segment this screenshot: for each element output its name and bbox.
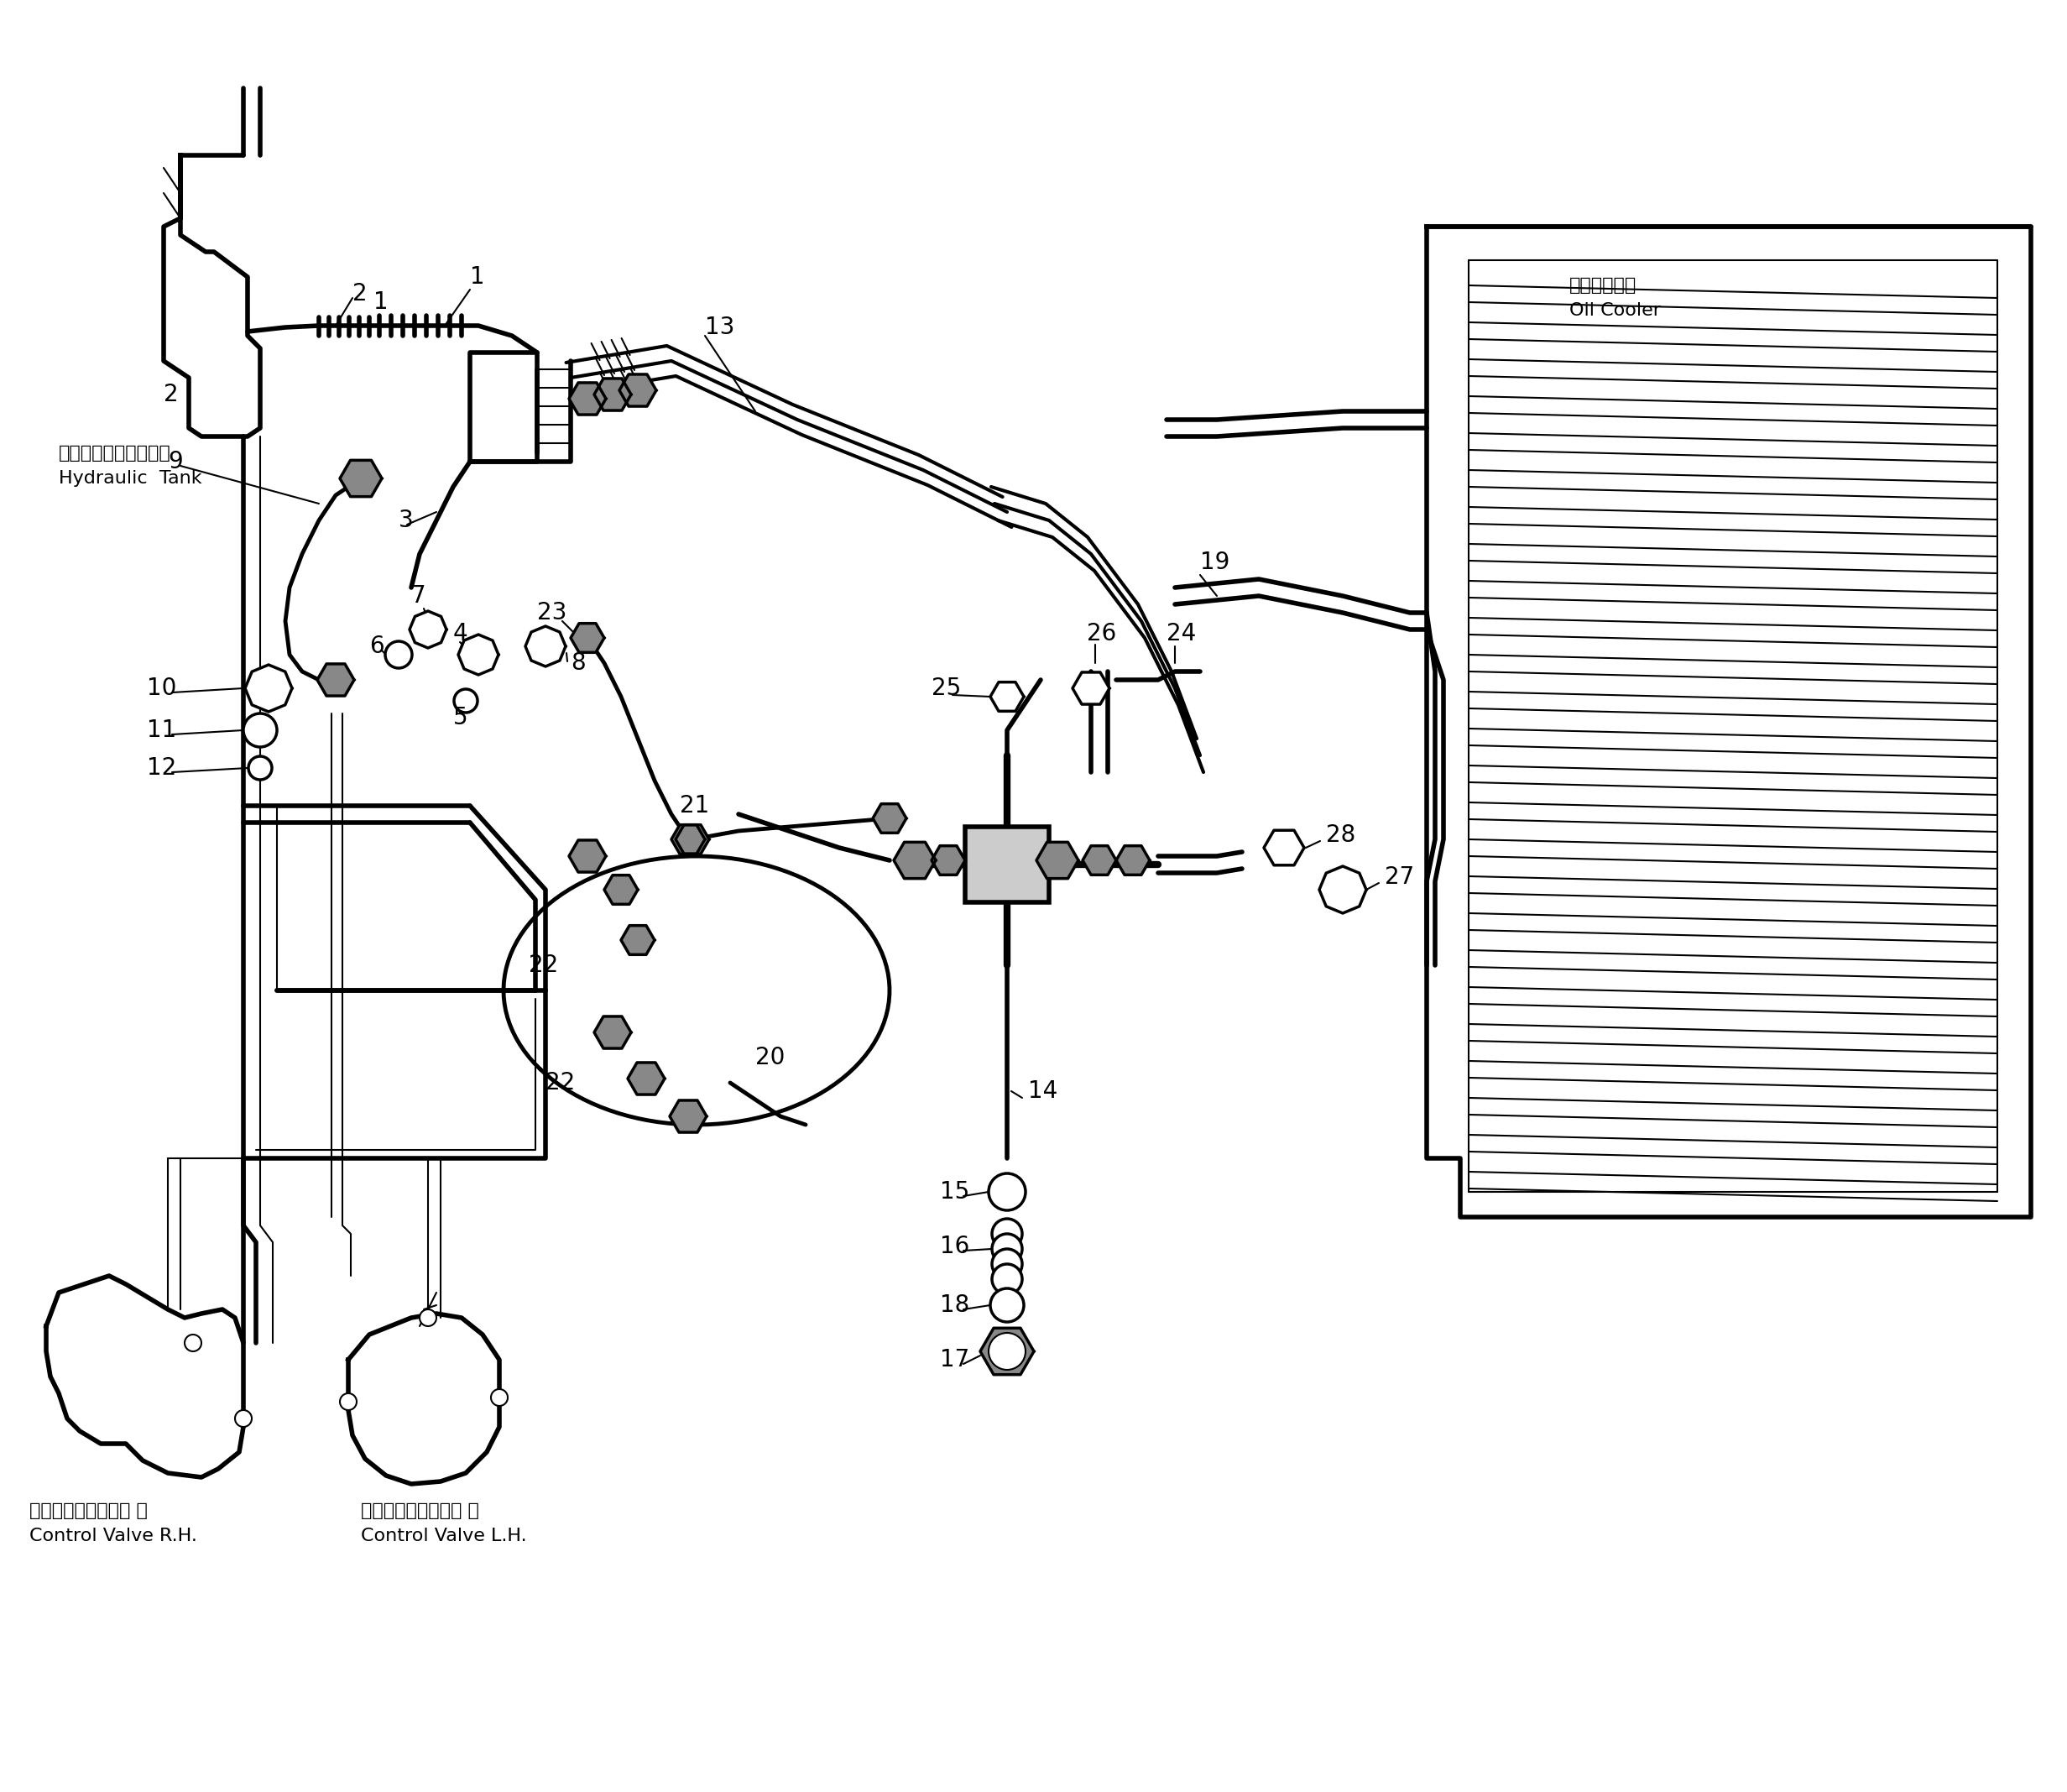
Text: 7: 7 (411, 584, 426, 607)
Polygon shape (593, 378, 630, 410)
Text: 2: 2 (163, 383, 178, 407)
Polygon shape (568, 383, 606, 414)
Circle shape (988, 1333, 1025, 1369)
Polygon shape (570, 624, 604, 652)
Polygon shape (525, 625, 566, 667)
Circle shape (420, 1310, 436, 1326)
Polygon shape (1083, 846, 1116, 874)
Polygon shape (459, 634, 498, 676)
Text: 14: 14 (1027, 1079, 1058, 1102)
Text: コントロールバルブ 右: コントロールバルブ 右 (29, 1502, 147, 1520)
Circle shape (988, 1174, 1025, 1210)
Text: 17: 17 (940, 1348, 969, 1371)
Polygon shape (409, 611, 446, 649)
Polygon shape (670, 1100, 707, 1133)
Polygon shape (1116, 846, 1149, 874)
Polygon shape (1263, 830, 1304, 866)
Text: 28: 28 (1325, 823, 1356, 848)
Text: 12: 12 (147, 756, 176, 780)
Polygon shape (932, 846, 965, 874)
Polygon shape (568, 840, 606, 873)
Circle shape (992, 1235, 1023, 1263)
Polygon shape (339, 461, 382, 496)
Circle shape (248, 756, 273, 780)
Text: 5: 5 (453, 706, 467, 729)
Text: ハイドロリックタンク: ハイドロリックタンク (58, 444, 172, 462)
Circle shape (236, 1410, 252, 1426)
Text: 11: 11 (147, 719, 176, 742)
Text: 26: 26 (1087, 622, 1116, 645)
Circle shape (492, 1389, 508, 1407)
Polygon shape (593, 1016, 630, 1048)
Circle shape (990, 1288, 1023, 1322)
Bar (965, 826, 1050, 903)
Text: 25: 25 (932, 677, 961, 701)
Circle shape (992, 1219, 1023, 1249)
Text: 1: 1 (374, 290, 389, 314)
Text: 23: 23 (537, 600, 566, 624)
Polygon shape (620, 375, 655, 407)
Circle shape (992, 1249, 1023, 1279)
Circle shape (184, 1335, 200, 1351)
Text: 24: 24 (1166, 622, 1197, 645)
Text: Control Valve R.H.: Control Valve R.H. (29, 1527, 196, 1545)
Polygon shape (604, 874, 639, 905)
Text: オイルクーラ: オイルクーラ (1569, 278, 1637, 294)
Text: 9: 9 (167, 450, 182, 473)
Polygon shape (316, 663, 353, 695)
Polygon shape (990, 683, 1023, 711)
Text: 13: 13 (705, 315, 734, 339)
Polygon shape (980, 1328, 1034, 1374)
Text: 3: 3 (399, 509, 413, 532)
Polygon shape (676, 824, 709, 853)
Polygon shape (1319, 866, 1366, 914)
Text: 2: 2 (353, 281, 368, 305)
Text: 22: 22 (529, 953, 558, 977)
Text: コントロールバルブ 左: コントロールバルブ 左 (362, 1502, 480, 1520)
Polygon shape (1073, 672, 1110, 704)
Text: 16: 16 (940, 1235, 969, 1258)
Circle shape (992, 1263, 1023, 1294)
Polygon shape (893, 842, 936, 878)
Text: 4: 4 (453, 622, 467, 645)
Polygon shape (872, 805, 905, 833)
Circle shape (384, 642, 411, 668)
Text: 27: 27 (1385, 866, 1414, 889)
Circle shape (455, 690, 477, 713)
Polygon shape (1036, 842, 1079, 878)
Text: 15: 15 (940, 1181, 969, 1204)
Text: 20: 20 (754, 1047, 785, 1070)
Text: 6: 6 (370, 634, 384, 658)
Polygon shape (246, 665, 291, 711)
Text: 1: 1 (469, 265, 486, 289)
Text: 8: 8 (570, 650, 585, 676)
Text: Hydraulic  Tank: Hydraulic Tank (58, 470, 203, 487)
Polygon shape (628, 1063, 666, 1095)
Polygon shape (672, 824, 705, 853)
Text: Oil Cooler: Oil Cooler (1569, 303, 1660, 319)
Text: 19: 19 (1201, 550, 1230, 573)
Text: Control Valve L.H.: Control Valve L.H. (362, 1527, 527, 1545)
Text: 22: 22 (546, 1072, 575, 1095)
Text: 10: 10 (147, 677, 176, 701)
Circle shape (339, 1394, 358, 1410)
Text: 18: 18 (940, 1294, 969, 1317)
Text: 21: 21 (680, 794, 709, 817)
Polygon shape (620, 925, 655, 955)
Circle shape (244, 713, 277, 747)
